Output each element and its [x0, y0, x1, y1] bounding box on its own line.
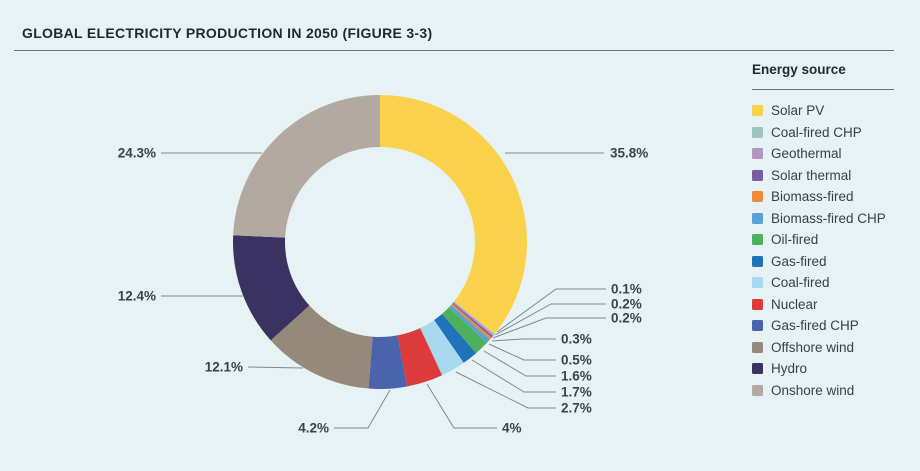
legend-item-coal-fired: Coal-fired	[752, 272, 912, 294]
legend-item-label: Gas-fired CHP	[771, 318, 859, 334]
legend-rule	[752, 89, 894, 90]
slice-label-gas-fired-chp: 4.2%	[298, 421, 329, 436]
donut-slice-coal-fired-chp	[453, 301, 495, 335]
leader-line-offshore-wind	[247, 366, 304, 369]
leader-line-gas-fired	[471, 359, 556, 393]
legend-item-label: Nuclear	[771, 296, 818, 312]
donut-slice-offshore-wind	[270, 305, 373, 389]
slice-label-coal-fired: 2.7%	[561, 401, 592, 416]
legend-swatch-icon	[752, 384, 763, 396]
legend-item-label: Solar thermal	[771, 167, 852, 183]
donut-slice-coal-fired	[420, 320, 464, 376]
leader-line-solar-thermal	[492, 317, 606, 339]
legend-item-solar-pv: Solar PV	[752, 100, 912, 122]
leader-line-oil-fired	[483, 350, 556, 377]
legend-swatch-icon	[752, 363, 763, 375]
leader-line-gas-fired-chp	[334, 389, 391, 429]
slice-label-offshore-wind: 12.1%	[205, 360, 243, 375]
leader-line-coal-fired-chp	[496, 288, 606, 333]
legend-item-label: Solar PV	[771, 103, 825, 119]
slice-label-onshore-wind: 24.3%	[118, 146, 156, 161]
donut-slice-biomass-fired-chp	[448, 305, 490, 344]
donut-slice-nuclear	[397, 328, 443, 387]
title-rule	[14, 50, 894, 51]
legend-swatch-icon	[752, 169, 763, 181]
donut-slice-gas-fired-chp	[368, 335, 408, 390]
donut-slice-gas-fired	[434, 313, 477, 363]
slice-label-geothermal: 0.2%	[611, 297, 642, 312]
legend-swatch-icon	[752, 148, 763, 160]
donut-slice-oil-fired	[442, 307, 487, 354]
leader-line-geothermal	[494, 303, 606, 336]
legend-item-biomass-fired: Biomass-fired	[752, 186, 912, 208]
donut-slice-hydro	[232, 235, 310, 341]
legend-item-list: Solar PV Coal-fired CHP Geothermal Solar th…	[752, 100, 912, 401]
legend-item-coal-fired-chp: Coal-fired CHP	[752, 122, 912, 144]
slice-label-coal-fired-chp: 0.1%	[611, 282, 642, 297]
legend-item-label: Geothermal	[771, 146, 842, 162]
legend-item-oil-fired: Oil-fired	[752, 229, 912, 251]
legend-item-geothermal: Geothermal	[752, 143, 912, 165]
slice-label-solar-thermal: 0.2%	[611, 311, 642, 326]
donut-slice-biomass-fired	[451, 303, 492, 340]
legend-swatch-icon	[752, 277, 763, 289]
legend-item-label: Onshore wind	[771, 382, 855, 398]
slice-label-solar-pv: 35.8%	[610, 146, 648, 161]
legend-item-gas-fired-chp: Gas-fired CHP	[752, 315, 912, 337]
legend-item-nuclear: Nuclear	[752, 294, 912, 316]
leader-line-biomass-fired	[491, 338, 556, 342]
legend-swatch-icon	[752, 126, 763, 138]
figure-title: GLOBAL ELECTRICITY PRODUCTION IN 2050 (F…	[22, 25, 433, 41]
slice-label-hydro: 12.4%	[118, 289, 156, 304]
donut-slice-solar-pv	[380, 95, 527, 335]
legend-swatch-icon	[752, 234, 763, 246]
donut-slice-solar-thermal	[452, 302, 493, 338]
legend-swatch-icon	[752, 320, 763, 332]
slice-label-gas-fired: 1.7%	[561, 385, 592, 400]
donut-slice-geothermal	[452, 301, 495, 337]
legend-item-biomass-fired-chp: Biomass-fired CHP	[752, 208, 912, 230]
legend-item-label: Coal-fired CHP	[771, 124, 862, 140]
donut-slice-onshore-wind	[233, 94, 380, 238]
legend-swatch-icon	[752, 191, 763, 203]
legend-item-label: Hydro	[771, 361, 808, 377]
slice-label-biomass-fired: 0.3%	[561, 332, 592, 347]
legend-item-hydro: Hydro	[752, 358, 912, 380]
leader-line-biomass-fired-chp	[488, 343, 556, 361]
legend-item-label: Biomass-fired	[771, 189, 854, 205]
legend-swatch-icon	[752, 341, 763, 353]
legend-item-solar-thermal: Solar thermal	[752, 165, 912, 187]
legend-item-label: Biomass-fired CHP	[771, 210, 886, 226]
legend-item-label: Coal-fired	[771, 275, 830, 291]
legend-item-label: Offshore wind	[771, 339, 855, 355]
legend-item-label: Oil-fired	[771, 232, 819, 248]
legend-swatch-icon	[752, 298, 763, 310]
slice-label-biomass-fired-chp: 0.5%	[561, 353, 592, 368]
legend-item-gas-fired: Gas-fired	[752, 251, 912, 273]
legend-swatch-icon	[752, 212, 763, 224]
leader-line-coal-fired	[455, 371, 556, 409]
legend-item-offshore-wind: Offshore wind	[752, 337, 912, 359]
legend: Energy source Solar PV Coal-fired CHP Geot…	[752, 62, 912, 401]
legend-item-onshore-wind: Onshore wind	[752, 380, 912, 402]
slice-label-nuclear: 4%	[502, 421, 522, 436]
legend-swatch-icon	[752, 105, 763, 117]
legend-item-label: Gas-fired	[771, 253, 827, 269]
leader-line-nuclear	[426, 383, 497, 429]
legend-swatch-icon	[752, 255, 763, 267]
slice-label-oil-fired: 1.6%	[561, 369, 592, 384]
legend-title: Energy source	[752, 62, 846, 77]
